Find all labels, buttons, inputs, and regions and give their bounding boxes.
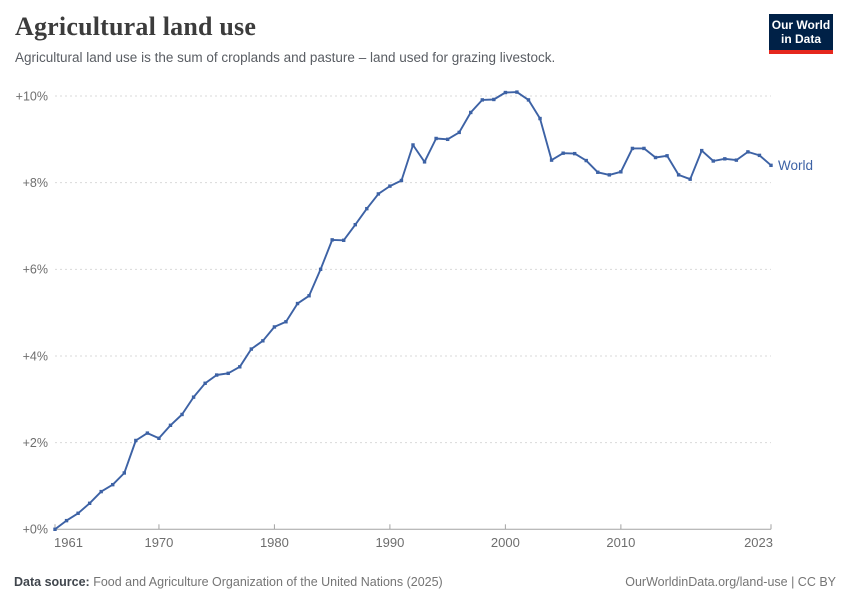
data-point-marker [422,160,427,164]
data-point-marker [238,365,242,369]
chart-subtitle: Agricultural land use is the sum of crop… [15,50,556,65]
data-point-marker [688,177,692,181]
data-point-marker [318,267,323,272]
data-point-marker [619,170,623,174]
data-point-marker [342,238,346,242]
data-point-marker [665,154,669,158]
data-point-marker [457,130,461,135]
data-point-marker [607,173,612,177]
data-point-marker [376,192,381,196]
x-tick-label: 1961 [54,535,83,550]
data-point-marker [526,98,531,102]
data-point-marker [64,518,69,523]
data-point-marker [203,381,207,385]
data-point-marker [111,482,115,487]
data-point-marker [214,373,219,377]
data-point-marker [492,97,496,102]
data-point-marker [261,339,265,343]
data-point-marker [538,116,542,121]
data-point-marker [99,489,103,494]
data-source-text: Food and Agriculture Organization of the… [89,575,443,589]
data-point-marker [434,136,438,141]
data-point-marker [191,395,196,399]
data-point-marker [549,158,554,162]
credit-line: OurWorldinData.org/land-use | CC BY [625,575,836,589]
y-tick-label: +4% [23,349,48,363]
data-point-marker [469,110,473,115]
data-point-marker [145,431,150,435]
owid-logo-line2: in Data [780,31,821,46]
data-point-marker [769,163,773,168]
x-tick-label: 1970 [144,535,173,550]
owid-logo: Our World in Data [769,14,833,54]
data-point-marker [757,153,762,158]
y-tick-label: +6% [23,263,48,277]
data-source: Data source: Food and Agriculture Organi… [14,575,443,589]
data-point-marker [653,155,658,160]
series-end-label: World [778,158,813,173]
data-point-marker [122,471,126,475]
data-source-label: Data source: [14,575,90,589]
data-point-marker [284,320,288,324]
data-point-marker [515,90,519,94]
x-tick-label: 2023 [744,535,773,550]
data-point-marker [411,143,415,147]
world-series-line [54,91,772,531]
data-point-marker [134,438,138,443]
data-point-marker [572,151,577,156]
data-point-marker [365,206,369,211]
chart-header: Agricultural land use Agricultural land … [15,12,750,66]
x-tick-label: 2010 [606,535,635,550]
y-tick-label: +8% [23,176,48,190]
data-point-marker [584,158,588,163]
data-point-marker [676,173,681,177]
data-point-marker [746,150,750,154]
y-tick-label: +0% [23,523,48,537]
data-point-marker [180,412,184,417]
owid-logo-line1: Our World [771,18,831,32]
x-tick-label: 2000 [491,535,520,550]
data-point-marker [307,294,311,298]
data-point-marker [330,238,334,242]
data-point-marker [561,151,565,155]
data-point-marker [399,178,404,183]
data-point-marker [295,301,300,306]
data-point-marker [734,158,739,162]
data-point-marker [723,157,727,161]
data-point-marker [272,325,277,329]
data-point-marker [630,146,635,151]
data-point-marker [87,501,92,506]
data-point-marker [249,347,254,351]
data-point-marker [711,159,715,163]
data-point-marker [503,90,508,95]
x-tick-label: 1990 [375,535,404,550]
page-title: Agricultural land use [15,12,257,41]
data-point-marker [388,184,392,188]
data-point-marker [642,146,646,151]
data-point-marker [445,137,450,142]
x-tick-label: 1980 [260,535,289,550]
data-point-marker [76,511,80,515]
y-tick-label: +10% [16,89,48,103]
data-point-marker [700,148,704,153]
data-point-marker [596,170,600,174]
data-point-marker [226,371,230,376]
y-tick-label: +2% [23,436,48,450]
data-point-marker [480,98,484,102]
data-point-marker [353,222,357,227]
chart-footer: Data source: Food and Agriculture Organi… [14,575,836,589]
data-point-marker [157,436,161,441]
data-point-marker [53,527,57,531]
data-point-marker [168,423,173,428]
